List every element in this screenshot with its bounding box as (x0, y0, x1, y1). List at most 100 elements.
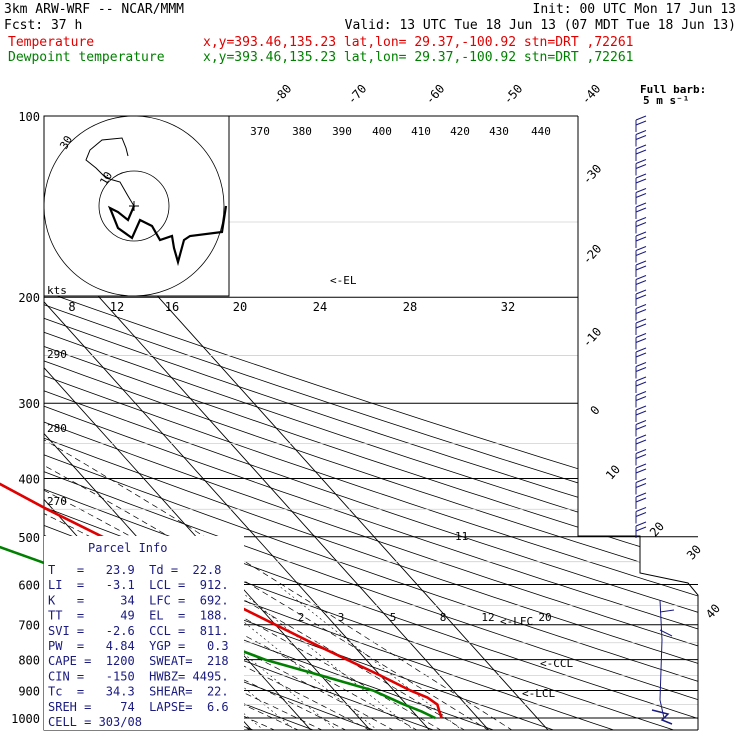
speed-scale-label: 16 (165, 300, 179, 314)
isotherm-label: -60 (423, 82, 448, 107)
parcel-info-row: T = 23.9 Td = 22.8 (48, 563, 221, 577)
dry-adiabat (44, 116, 698, 730)
wind-barb-flag (635, 193, 647, 198)
mixing-ratio-label: 20 (538, 611, 551, 624)
wind-barb-flag (635, 367, 647, 372)
wind-barb-flag (635, 497, 647, 503)
wind-barb-flag (635, 492, 647, 498)
wind-barb-flag (635, 362, 647, 367)
dry-adiabat (44, 116, 698, 730)
wind-barb-flag (635, 309, 647, 314)
temperature-legend-info: x,y=393.46,135.23 lat,lon= 29.37,-100.92… (203, 35, 633, 50)
ccl-marker: <-CCL (540, 657, 573, 670)
wind-barb-flag (635, 333, 647, 338)
parcel-info-title: Parcel Info (88, 541, 167, 555)
isotherm-label: 10 (603, 462, 623, 482)
level-markers: <-EL <-LFC <-CCL <-LCL (330, 274, 573, 700)
isotherm-label: -80 (270, 82, 295, 107)
pressure-axis-labels: 100 200 300 400 500 600 700 800 900 1000 (11, 110, 40, 726)
hodograph-trace-upper (85, 137, 135, 207)
wind-barb-flag (635, 376, 647, 382)
isotherm-label: -30 (580, 162, 605, 187)
wind-barb-flag (635, 338, 647, 343)
hodograph-unit: kts (47, 284, 67, 297)
parcel-info-row: CIN = -150 HWBZ= 4495. (48, 669, 229, 683)
wind-barb-flag (659, 629, 673, 637)
hodograph-ring-outer (43, 115, 225, 297)
speed-scale-label: 12 (110, 300, 124, 314)
wind-barb-flag (635, 135, 647, 140)
dry-adiabat (44, 116, 698, 730)
speed-scale-label: 32 (501, 300, 515, 314)
wind-barb-lower (659, 599, 665, 719)
wind-barb-flag (635, 164, 647, 169)
pressure-label: 1000 (11, 712, 40, 726)
pressure-label: 400 (18, 472, 40, 486)
isotherm-label: -10 (580, 325, 605, 350)
mixing-ratio-label: 3 (338, 611, 345, 624)
dry-adiabat (44, 116, 698, 730)
pressure-label: 700 (18, 619, 40, 633)
wind-barb-flag (635, 454, 647, 459)
isotherm (44, 116, 437, 730)
parcel-info-row: LI = -3.1 LCL = 912. (48, 578, 229, 592)
wind-barb-flag (635, 434, 647, 440)
parcel-info-row: CAPE = 1200 SWEAT= 218 (48, 654, 229, 668)
theta-label: 400 (372, 125, 392, 138)
wind-barb-flag (635, 463, 647, 469)
frame-right-edge (577, 116, 699, 730)
parcel-info-row: SVI = -2.6 CCL = 811. (48, 624, 229, 638)
theta-label: 380 (292, 125, 312, 138)
mixing-ratio-label: 2 (298, 611, 305, 624)
el-marker: <-EL (330, 274, 357, 287)
pressure-label: 200 (18, 291, 40, 305)
theta-label: 420 (450, 125, 470, 138)
wind-barb-flag (635, 149, 647, 155)
dewpoint-legend-label: Dewpoint temperature (8, 50, 165, 65)
dry-adiabat (44, 116, 698, 730)
wind-barb-flag (635, 483, 647, 488)
wind-barb-flag (635, 115, 647, 121)
theta-label: 440 (531, 125, 551, 138)
wind-barb-flag (635, 294, 647, 300)
isotherm-label: 30 (684, 542, 704, 562)
parcel-info-row: CELL = 303/08 (48, 715, 142, 729)
thetaw-label: 11 (455, 530, 468, 543)
wind-barb-flag (635, 396, 647, 401)
wind-barb-flag (635, 188, 647, 193)
pressure-label: 600 (18, 578, 40, 592)
barb-key-units: 5 m s⁻¹ (643, 94, 689, 107)
pressure-label: 900 (18, 684, 40, 698)
isotherm (44, 116, 378, 730)
wind-barb-flag (635, 260, 647, 266)
wind-barb-flag (635, 222, 647, 227)
wind-barb-flag (635, 381, 647, 387)
wind-barb-flag (635, 120, 647, 126)
wind-barb-flag (635, 159, 647, 164)
mixing-ratio-label: 8 (440, 611, 447, 624)
wind-barb-flag (635, 246, 647, 251)
speed-scale-label: 8 (68, 300, 75, 314)
isotherm-label: 0 (587, 403, 602, 418)
theta-label: 410 (411, 125, 431, 138)
wind-barb-flag (635, 521, 647, 527)
speed-scale-label: 28 (403, 300, 417, 314)
parcel-info-panel: Parcel Info T = 23.9 Td = 22.8LI = -3.1 … (44, 536, 244, 730)
barb-key-title: Full barb: (640, 83, 706, 96)
temperature-legend-label: Temperature (8, 35, 94, 50)
wind-barb-flag (635, 352, 647, 358)
wind-barb-flag (635, 130, 647, 135)
dry-adiabat (44, 116, 698, 730)
parcel-info-row: Tc = 34.3 SHEAR= 22. (48, 685, 229, 699)
wind-barb-flag (635, 347, 647, 353)
theta-label: 390 (332, 125, 352, 138)
isotherm-label: -50 (501, 82, 526, 107)
forecast-hour: Fcst: 37 h (4, 18, 82, 33)
wind-barb-flag (635, 144, 647, 150)
wind-barb-flag (635, 178, 647, 184)
theta-label: 430 (489, 125, 509, 138)
wind-barb-flag (635, 236, 647, 242)
pressure-label: 100 (18, 110, 40, 124)
dry-adiabat (44, 116, 698, 730)
